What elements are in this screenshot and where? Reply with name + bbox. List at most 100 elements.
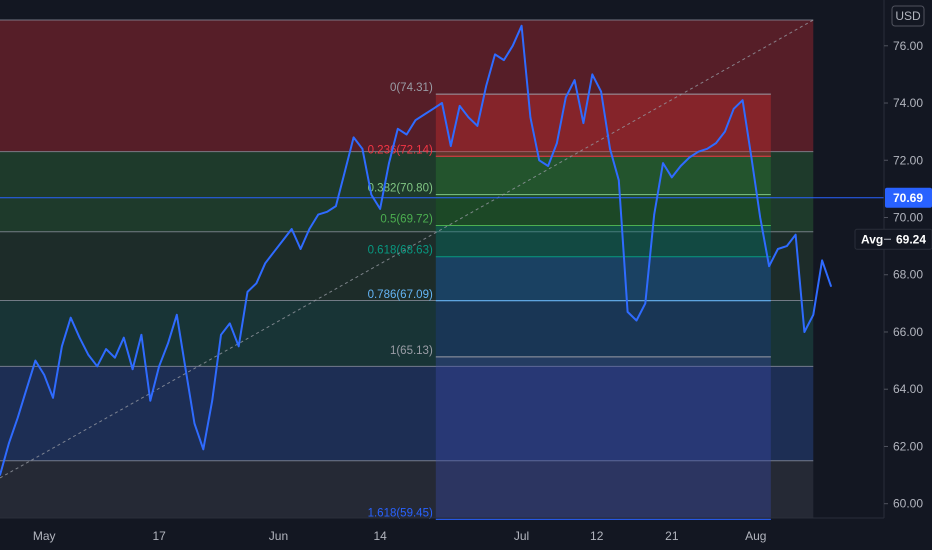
price-point <box>511 44 514 47</box>
price-point <box>34 359 37 362</box>
fib-level-label: 1(65.13) <box>390 345 433 357</box>
price-point <box>423 113 426 116</box>
y-tick-label: 70.00 <box>893 211 923 225</box>
price-point <box>158 365 160 368</box>
price-point <box>432 107 434 110</box>
price-point <box>750 156 753 159</box>
price-point <box>547 165 549 167</box>
price-point <box>290 228 293 230</box>
x-tick-label: Jun <box>269 529 288 543</box>
price-point <box>556 142 558 144</box>
price-point <box>450 145 452 147</box>
price-point <box>25 388 28 391</box>
price-point <box>255 282 258 285</box>
x-tick-label: Jul <box>514 529 529 543</box>
fib-level-label: 0.618(68.63) <box>368 245 433 257</box>
price-point <box>122 336 125 339</box>
price-point <box>609 148 611 150</box>
price-point <box>441 102 443 104</box>
price-point <box>87 354 90 356</box>
background-zone <box>0 20 814 152</box>
price-point <box>494 53 496 56</box>
average-value: 69.24 <box>896 232 926 246</box>
current-value-badge <box>885 187 932 208</box>
price-point <box>282 239 284 242</box>
price-point <box>503 59 505 61</box>
price-point <box>193 422 196 425</box>
price-point <box>237 345 240 348</box>
price-point <box>803 331 806 333</box>
price-point <box>768 265 770 267</box>
price-point <box>785 245 788 247</box>
currency-badge[interactable] <box>891 5 925 27</box>
price-point <box>61 345 63 348</box>
price-point <box>529 116 532 119</box>
price-point <box>653 213 655 216</box>
price-point <box>352 136 355 139</box>
price-point <box>16 417 19 419</box>
price-point <box>78 336 81 339</box>
price-point <box>114 356 116 359</box>
price-point <box>467 116 470 119</box>
price-point <box>140 334 143 336</box>
price-point <box>520 24 523 27</box>
price-point <box>821 259 823 262</box>
fib-level-label: 0(74.31) <box>390 82 433 94</box>
price-point <box>397 127 399 130</box>
price-point <box>69 316 72 319</box>
price-point <box>591 73 594 76</box>
y-tick-label: 72.00 <box>893 153 923 167</box>
y-tick-label: 62.00 <box>893 439 923 453</box>
price-point <box>732 107 735 110</box>
price-point <box>405 133 408 136</box>
price-point <box>343 170 346 173</box>
price-point <box>335 205 337 207</box>
price-point <box>273 251 275 253</box>
y-tick-label: 64.00 <box>893 382 923 396</box>
price-point <box>626 311 629 313</box>
price-point <box>538 159 541 162</box>
price-point <box>741 99 744 101</box>
price-point <box>759 216 762 219</box>
x-tick-label: 21 <box>665 529 679 543</box>
price-point <box>671 176 673 179</box>
price-point <box>317 213 320 216</box>
price-point <box>476 125 479 127</box>
price-point <box>777 248 779 250</box>
price-point <box>618 179 620 182</box>
price-point <box>794 233 797 236</box>
x-tick-label: 14 <box>373 529 387 543</box>
current-value-text: 70.69 <box>893 191 923 205</box>
price-point <box>688 156 691 159</box>
price-point <box>202 448 205 451</box>
background-zone <box>0 151 814 232</box>
price-point <box>43 374 45 376</box>
price-point <box>600 90 602 93</box>
price-point <box>485 85 488 87</box>
price-point <box>52 397 54 399</box>
price-point <box>105 348 107 350</box>
fib-level-label: 0.5(69.72) <box>380 214 433 226</box>
background-zone <box>0 231 814 301</box>
price-point <box>388 162 390 164</box>
price-point <box>644 302 647 305</box>
currency-label: USD <box>895 9 921 23</box>
price-point <box>211 399 213 402</box>
x-tick-label: 12 <box>590 529 604 543</box>
fib-zone <box>435 300 771 357</box>
price-point <box>724 130 726 133</box>
fib-level-label: 0.786(67.09) <box>368 289 433 301</box>
background-zone <box>0 460 814 518</box>
price-point <box>229 322 231 325</box>
x-tick-label: 17 <box>152 529 166 543</box>
price-point <box>697 150 700 153</box>
y-tick-label: 66.00 <box>893 325 923 339</box>
price-point <box>715 142 717 144</box>
y-tick-label: 60.00 <box>893 497 923 511</box>
fib-zone <box>435 356 771 520</box>
price-point <box>220 334 222 336</box>
price-point <box>662 162 664 164</box>
price-point <box>326 210 328 213</box>
